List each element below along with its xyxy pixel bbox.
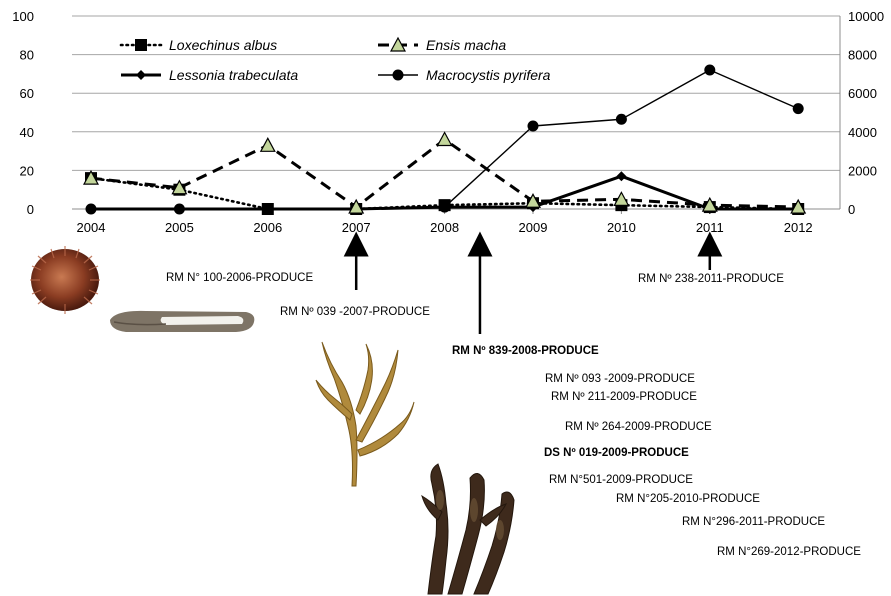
annotation-rm-501-2009: RM N°501-2009-PRODUCE bbox=[549, 474, 693, 486]
kelp-lessonia-photo bbox=[315, 341, 415, 487]
series-lines bbox=[82, 64, 807, 215]
annotation-rm-296-2011: RM N°296-2011-PRODUCE bbox=[682, 516, 826, 528]
y-left-tick-label: 80 bbox=[20, 48, 34, 63]
x-tick-label: 2005 bbox=[165, 220, 194, 235]
x-tick-label: 2009 bbox=[519, 220, 548, 235]
series-line-ensis-macha bbox=[90, 138, 799, 209]
y-right-tick-label: 0 bbox=[848, 202, 855, 217]
data-point-ensis-macha bbox=[82, 169, 100, 185]
legend: Loxechinus albus Ensis macha Lessonia trab… bbox=[119, 36, 551, 83]
data-point-macrocystis-pyrifera bbox=[704, 64, 716, 76]
data-point-lessonia-trabeculata bbox=[616, 171, 627, 182]
data-point-macrocystis-pyrifera bbox=[615, 113, 627, 125]
x-tick-label: 2012 bbox=[784, 220, 813, 235]
data-point-lessonia-trabeculata bbox=[174, 204, 185, 214]
x-tick-label: 2010 bbox=[607, 220, 636, 235]
data-point-ensis-macha bbox=[524, 193, 542, 208]
data-point-macrocystis-pyrifera bbox=[792, 103, 804, 115]
legend-marker-loxechinus-albus bbox=[135, 39, 147, 51]
legend-marker-macrocystis-pyrifera bbox=[392, 69, 404, 81]
x-tick-label: 2004 bbox=[77, 220, 106, 235]
annotation-rm-211-2009: RM Nº 211-2009-PRODUCE bbox=[551, 391, 697, 403]
data-point-loxechinus-albus bbox=[261, 203, 274, 215]
legend-label-lessonia-trabeculata: Lessonia trabeculata bbox=[169, 67, 298, 83]
data-point-ensis-macha bbox=[348, 198, 365, 214]
data-point-ensis-macha bbox=[436, 131, 453, 147]
data-point-ensis-macha bbox=[259, 137, 276, 152]
x-tick-label: 2007 bbox=[342, 220, 371, 235]
annotation-rm-839-2008: RM Nº 839-2008-PRODUCE bbox=[452, 345, 599, 357]
x-tick-label: 2008 bbox=[430, 220, 459, 235]
data-point-lessonia-trabeculata bbox=[86, 204, 96, 214]
kelp-macrocystis-photo bbox=[421, 463, 515, 595]
legend-marker-ensis-macha bbox=[389, 36, 407, 52]
x-tick-label: 2006 bbox=[253, 220, 282, 235]
y-left-tick-label: 40 bbox=[20, 125, 34, 140]
axes: 0 20 40 60 80 100 0 2000 4000 6000 8000 10000 2004 20… bbox=[12, 9, 884, 235]
y-left-tick-label: 60 bbox=[20, 86, 34, 101]
annotation-rm-269-2012: RM N°269-2012-PRODUCE bbox=[717, 546, 861, 558]
sea-urchin-photo bbox=[30, 246, 100, 314]
annotation-rm-093-2009: RM Nº 093 -2009-PRODUCE bbox=[545, 373, 695, 385]
legend-label-macrocystis-pyrifera: Macrocystis pyrifera bbox=[426, 67, 551, 83]
annotation-rm-205-2010: RM N°205-2010-PRODUCE bbox=[616, 493, 760, 505]
y-right-tick-label: 2000 bbox=[848, 163, 877, 178]
legend-label-loxechinus-albus: Loxechinus albus bbox=[169, 37, 277, 53]
y-right-tick-label: 8000 bbox=[848, 48, 877, 63]
y-left-tick-label: 100 bbox=[12, 9, 34, 24]
data-point-ensis-macha bbox=[701, 196, 718, 212]
data-point-loxechinus-albus bbox=[438, 199, 451, 212]
legend-label-ensis-macha: Ensis macha bbox=[426, 37, 506, 53]
annotation-rm-100-2006: RM N° 100-2006-PRODUCE bbox=[166, 272, 314, 284]
annotation-arrows bbox=[343, 231, 723, 334]
data-point-ensis-macha bbox=[790, 198, 807, 214]
data-point-ensis-macha bbox=[171, 179, 188, 195]
y-right-tick-label: 4000 bbox=[848, 125, 877, 140]
annotation-rm-039-2007: RM Nº 039 -2007-PRODUCE bbox=[280, 306, 430, 318]
annotation-ds-019-2009: DS Nº 019-2009-PRODUCE bbox=[544, 447, 689, 459]
razor-clam-photo bbox=[110, 310, 255, 332]
y-left-tick-label: 20 bbox=[20, 163, 34, 178]
y-left-tick-label: 0 bbox=[27, 202, 34, 217]
annotation-rm-238-2011: RM Nº 238-2011-PRODUCE bbox=[638, 273, 784, 285]
annotation-rm-264-2009: RM Nº 264-2009-PRODUCE bbox=[565, 421, 712, 433]
y-right-tick-label: 6000 bbox=[848, 86, 877, 101]
data-point-macrocystis-pyrifera bbox=[527, 120, 539, 132]
legend-marker-lessonia-trabeculata bbox=[136, 70, 146, 80]
x-tick-label: 2011 bbox=[696, 220, 724, 235]
data-point-ensis-macha bbox=[613, 191, 630, 206]
y-right-tick-label: 10000 bbox=[848, 9, 884, 24]
gridlines bbox=[72, 15, 840, 171]
